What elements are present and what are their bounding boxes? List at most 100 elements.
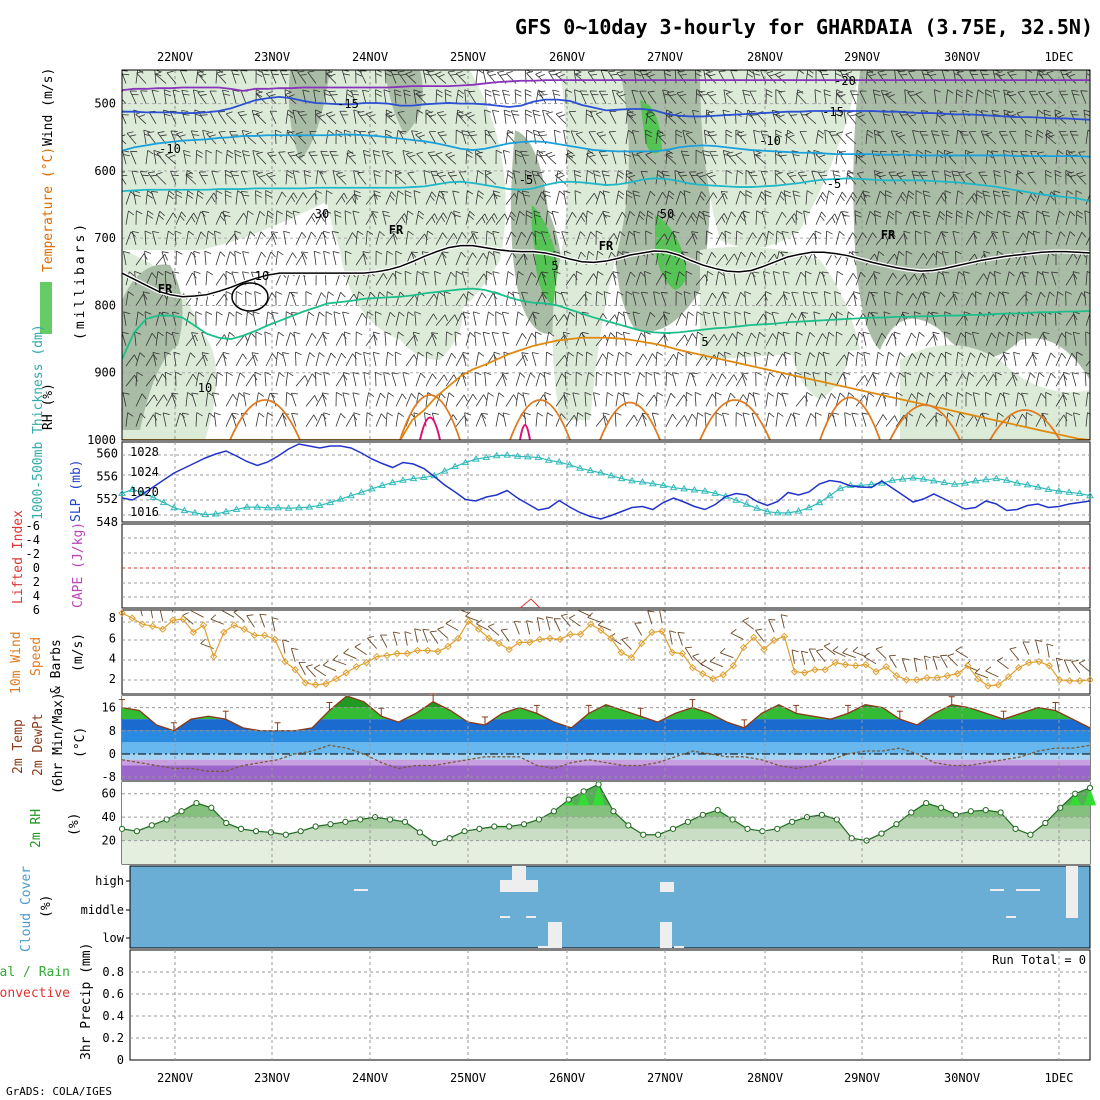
freezing-level-line xyxy=(122,243,1090,312)
bottom-date-labels: 22NOV 23NOV 24NOV 25NOV 26NOV 27NOV 28NOV 29NOV… xyxy=(157,1071,1074,1085)
upper-wind-barb xyxy=(626,111,637,125)
upper-wind-barb xyxy=(743,351,751,367)
upper-wind-barb xyxy=(735,230,743,245)
upper-wind-barb xyxy=(1003,210,1011,225)
upper-wind-barb xyxy=(254,291,262,306)
wind10m-barb xyxy=(282,639,290,654)
upper-wind-barb xyxy=(222,210,231,225)
temp-band xyxy=(122,742,1090,754)
upper-wind-barb xyxy=(743,311,751,326)
upper-wind-barb xyxy=(535,71,547,84)
upper-wind-barb xyxy=(357,111,367,125)
rh2m-point xyxy=(312,823,319,830)
wind10m-barb xyxy=(816,648,826,662)
upper-wind-barb xyxy=(853,291,861,306)
wind-speed-point xyxy=(525,638,534,647)
upper-wind-barb xyxy=(205,311,213,326)
warm-isotherm xyxy=(889,404,961,440)
upper-wind-barb xyxy=(278,151,287,165)
upper-wind-barb xyxy=(685,270,693,286)
upper-wind-barb xyxy=(165,331,173,346)
upper-axis-title-wind: Wind (m/s) xyxy=(41,68,56,146)
upper-wind-barb xyxy=(965,193,978,205)
upper-wind-barb xyxy=(815,333,827,347)
upper-wind-barb xyxy=(255,111,267,125)
upper-wind-barb xyxy=(985,374,998,387)
upper-wind-barb xyxy=(575,71,587,84)
thickness-point xyxy=(232,505,241,512)
upper-wind-barb xyxy=(225,270,233,286)
upper-wind-barb xyxy=(151,89,159,104)
upper-wind-barb xyxy=(890,130,898,145)
precip-tick: 0.2 xyxy=(102,1031,124,1045)
upper-wind-barb xyxy=(705,373,717,387)
isotherm-label: -15 xyxy=(337,97,359,111)
thickness-point xyxy=(1065,488,1074,495)
thickness-point xyxy=(211,510,220,517)
upper-wind-barb xyxy=(555,314,568,326)
upper-wind-barb xyxy=(915,352,926,367)
upper-wind-barb xyxy=(292,210,300,225)
bottom-date-label: 26NOV xyxy=(549,1071,585,1085)
upper-wind-barb xyxy=(505,252,517,266)
upper-wind-barb xyxy=(575,412,584,427)
upper-wind-barb xyxy=(715,271,725,286)
upper-wind-barb xyxy=(901,311,910,326)
wind10m-barb xyxy=(298,661,306,676)
temp-band xyxy=(122,730,1090,743)
upper-wind-barb xyxy=(992,190,1001,205)
upper-wind-barb xyxy=(332,251,340,266)
upper-wind-barb xyxy=(325,71,337,84)
upper-wind-barb xyxy=(505,394,518,407)
upper-wind-barb xyxy=(434,270,441,286)
upper-wind-barb xyxy=(309,131,317,145)
upper-wind-barb xyxy=(775,171,787,185)
upper-wind-barb xyxy=(553,271,561,286)
thickness-point xyxy=(1013,479,1022,486)
wind-speed-point xyxy=(413,646,422,655)
wind-speed-point xyxy=(118,609,126,617)
cloud-level-label: high xyxy=(95,874,124,888)
upper-wind-barb xyxy=(911,170,920,185)
upper-wind-barb xyxy=(465,393,477,407)
upper-wind-barb xyxy=(623,311,631,326)
upper-wind-barb xyxy=(615,211,627,225)
upper-wind-barb xyxy=(602,210,611,225)
thickness-point xyxy=(919,475,928,482)
upper-wind-barb xyxy=(1027,171,1037,185)
thickness-point xyxy=(357,488,366,495)
upper-wind-barb xyxy=(152,230,160,246)
upper-wind-barb xyxy=(735,374,748,387)
upper-wind-barb xyxy=(754,351,761,367)
thickness-point xyxy=(544,456,553,463)
rh2m-point xyxy=(401,818,409,825)
upper-wind-barb xyxy=(515,372,526,387)
upper-wind-barb xyxy=(1062,372,1070,387)
upper-wind-barb xyxy=(818,171,828,185)
upper-wind-barb xyxy=(685,212,697,225)
upper-wind-barb xyxy=(715,253,728,266)
upper-wind-barb xyxy=(1062,392,1070,407)
rh2m-point xyxy=(446,835,453,842)
upper-wind-barb xyxy=(1030,150,1038,165)
upper-wind-barb xyxy=(832,412,840,427)
wind-speed-point xyxy=(454,634,462,643)
wind-speed-point xyxy=(800,669,809,677)
upper-wind-barb xyxy=(1032,230,1040,245)
upper-wind-barb xyxy=(635,413,647,427)
upper-wind-barb xyxy=(425,191,437,205)
upper-wind-barb xyxy=(945,89,954,104)
upper-wind-barb xyxy=(181,89,190,104)
upper-wind-barb xyxy=(565,273,578,286)
lifted-index-tick: 6 xyxy=(33,603,40,617)
upper-wind-barb xyxy=(521,352,529,367)
upper-wind-barb xyxy=(125,210,135,225)
upper-wind-barb xyxy=(585,291,592,306)
upper-wind-barb xyxy=(175,211,187,225)
upper-wind-barb xyxy=(595,111,607,125)
upper-wind-barb xyxy=(706,90,717,104)
upper-wind-barb xyxy=(144,230,152,245)
thickness-point xyxy=(201,510,210,518)
upper-wind-barb xyxy=(693,291,701,306)
